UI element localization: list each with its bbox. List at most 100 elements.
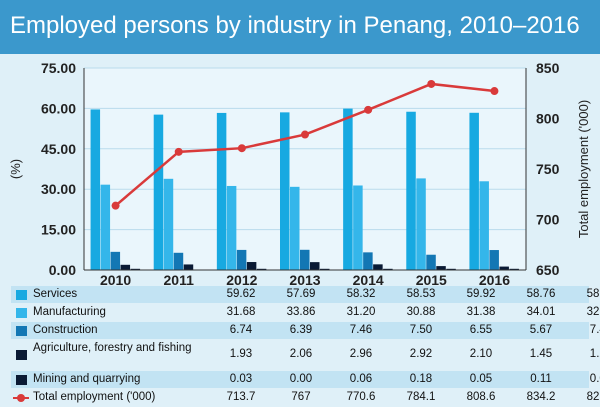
legend-swatch-construction <box>16 325 27 336</box>
table-cell-2016: 0.01 <box>589 372 600 385</box>
total-employment-point-2013 <box>301 130 309 139</box>
table-cell-2015: 34.01 <box>526 305 556 318</box>
bar-construction-2016 <box>489 250 499 270</box>
table-row-label: Total employment ('000) <box>33 391 156 403</box>
bar-manufacturing-2015 <box>416 178 426 270</box>
table-cell-2014: 808.6 <box>466 391 496 403</box>
legend-swatch-mining <box>16 374 27 385</box>
bar-manufacturing-2011 <box>163 178 174 270</box>
bar-services-2015 <box>406 111 416 270</box>
table-cell-2013: 7.50 <box>409 323 433 336</box>
legend-swatch-services <box>16 289 27 300</box>
table-cell-2012: 0.06 <box>349 372 373 385</box>
table-cell-2010: 713.7 <box>226 391 256 403</box>
bar-services-2011 <box>153 114 164 270</box>
bar-manufacturing-2010 <box>100 184 111 270</box>
bar-agriculture-2016 <box>499 266 509 270</box>
x-tick-label: 2012 <box>226 272 257 286</box>
bar-manufacturing-2013 <box>290 186 300 270</box>
bar-construction-2014 <box>363 252 373 270</box>
table-cell-2014: 0.05 <box>469 372 493 385</box>
bar-construction-2013 <box>300 249 310 270</box>
bar-services-2013 <box>280 112 290 271</box>
total-employment-point-2012 <box>237 144 246 153</box>
table-cell-2011: 33.86 <box>286 305 316 318</box>
bar-services-2012 <box>216 112 227 270</box>
legend-swatch-manufacturing <box>16 307 27 318</box>
table-cell-2010: 0.03 <box>229 372 253 385</box>
table-cell-2010: 59.62 <box>226 287 256 300</box>
table-cell-2015: 0.11 <box>530 372 552 385</box>
y-tick-label: 30.00 <box>41 181 76 197</box>
table-cell-2012: 7.46 <box>349 323 373 336</box>
table-cell-2013: 2.92 <box>409 348 433 360</box>
table-cell-2016: 58.37 <box>586 287 600 300</box>
table-cell-2015: 5.67 <box>529 323 553 336</box>
bar-mining-2015 <box>446 268 456 270</box>
table-cell-2015: 58.76 <box>526 287 556 300</box>
y2-axis-title: Total employment ('000) <box>576 100 591 238</box>
table-cell-2013: 0.18 <box>409 372 433 385</box>
x-tick-label: 2013 <box>289 272 320 286</box>
table-cell-2010: 1.93 <box>229 348 253 360</box>
bar-agriculture-2013 <box>310 262 320 270</box>
y-tick-label: 75.00 <box>41 60 76 76</box>
table-cell-2011: 0.00 <box>289 372 313 385</box>
bar-manufacturing-2012 <box>226 185 237 270</box>
table-cell-2014: 6.55 <box>469 323 493 336</box>
bar-mining-2012 <box>256 268 267 270</box>
table-cell-2016: 7.41 <box>589 323 600 336</box>
table-cell-2016: 1.27 <box>589 348 600 360</box>
bar-construction-2010 <box>110 251 121 270</box>
legend-swatch-agriculture <box>16 350 27 360</box>
total-employment-point-2010 <box>111 201 120 210</box>
plot-background <box>84 68 526 270</box>
table-cell-2012: 2.96 <box>349 348 373 360</box>
x-tick-label: 2010 <box>100 272 131 286</box>
x-tick-label: 2016 <box>479 272 510 286</box>
table-cell-2014: 31.38 <box>466 305 496 318</box>
y2-tick-label: 850 <box>536 60 560 76</box>
x-tick-label: 2015 <box>416 272 447 286</box>
bar-mining-2010 <box>130 268 141 270</box>
total-employment-point-2011 <box>174 147 183 156</box>
bar-mining-2016 <box>509 268 519 270</box>
data-table: Services 59.62 57.69 58.32 58.53 59.92 58.76 58… <box>11 286 600 403</box>
table-cell-2011: 57.69 <box>286 287 316 300</box>
y2-tick-label: 700 <box>536 212 560 228</box>
total-employment-point-2015 <box>427 79 436 88</box>
bar-construction-2015 <box>426 254 436 270</box>
bar-manufacturing-2014 <box>353 185 363 270</box>
y-tick-label: 45.00 <box>41 141 76 157</box>
bar-services-2014 <box>343 108 353 270</box>
table-cell-2010: 31.68 <box>226 305 256 318</box>
table-row-mining: Mining and quarrying 0.03 0.00 0.06 0.18 0.05… <box>11 371 600 388</box>
bar-agriculture-2015 <box>436 266 446 270</box>
bar-agriculture-2014 <box>373 264 383 270</box>
table-cell-2011: 767 <box>291 391 311 403</box>
y2-tick-label: 750 <box>536 161 560 177</box>
table-cell-2015: 834.2 <box>526 391 556 403</box>
y-tick-label: 60.00 <box>41 100 76 116</box>
table-row-label: Construction <box>33 324 98 336</box>
total-employment-point-2014 <box>364 105 373 114</box>
bar-agriculture-2010 <box>120 264 131 270</box>
table-row-services: Services 59.62 57.69 58.32 58.53 59.92 58.76 58… <box>11 286 600 303</box>
chart-title: Employed persons by industry in Penang, … <box>10 12 580 39</box>
table-cell-2013: 30.88 <box>406 305 436 318</box>
table-cell-2015: 1.45 <box>529 348 553 360</box>
table-cell-2016: 827.2 <box>586 391 600 403</box>
bar-mining-2014 <box>383 268 393 270</box>
bar-agriculture-2012 <box>246 262 257 270</box>
table-cell-2013: 58.53 <box>406 287 436 300</box>
bar-manufacturing-2016 <box>479 181 489 270</box>
y-tick-label: 15.00 <box>41 222 76 238</box>
table-cell-2011: 2.06 <box>289 348 313 360</box>
y-tick-label: 0.00 <box>49 262 76 278</box>
y2-tick-label: 800 <box>536 111 560 127</box>
table-cell-2012: 31.20 <box>346 305 376 318</box>
table-row-total: Total employment ('000) 713.7 767 770.6 784.… <box>11 389 600 407</box>
table-cell-2014: 59.92 <box>466 287 496 300</box>
table-row-construction: Construction 6.74 6.39 7.46 7.50 6.55 5.67 7.41 <box>11 322 600 339</box>
